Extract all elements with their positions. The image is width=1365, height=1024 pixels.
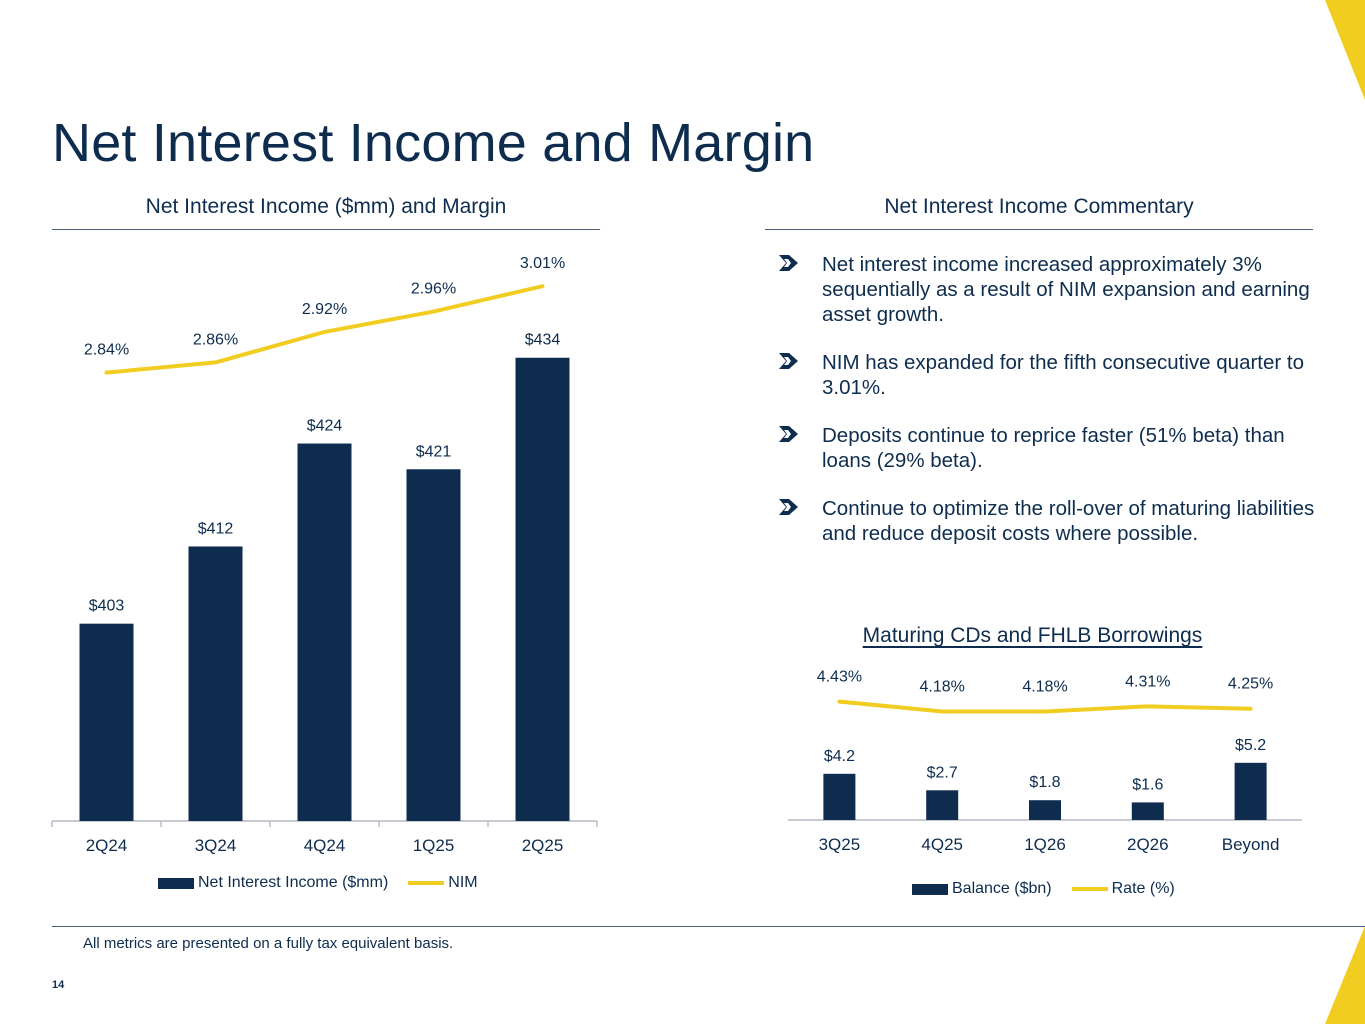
maturities-legend-bar-swatch: [912, 883, 948, 895]
nii-category-label: 1Q25: [413, 836, 455, 855]
nii-bar: [297, 443, 352, 821]
nii-rate-line: [104, 284, 545, 375]
nii-legend: Net Interest Income ($mm) NIM: [158, 874, 478, 892]
chevron-bullet-icon: [779, 499, 798, 515]
maturities-chart: $4.2 3Q25 $2.7 4Q25 $1.8 1Q26 $1.6 2Q26 $5.2 Beyo…: [788, 669, 1302, 854]
maturities-legend-bar-label: Balance ($bn): [952, 880, 1052, 897]
commentary-text: NIM has expanded for the fifth consecuti…: [822, 351, 1305, 399]
commentary-item: NIM has expanded for the fifth consecuti…: [778, 350, 1318, 400]
maturities-category-label: 2Q26: [1127, 835, 1169, 854]
maturities-rate-label: 4.43%: [817, 669, 862, 686]
maturities-bar-label: $5.2: [1235, 737, 1266, 754]
nii-chart-heading: Net Interest Income ($mm) and Margin: [145, 195, 507, 218]
footnote: All metrics are presented on a fully tax…: [83, 935, 454, 952]
nii-bar-label: $421: [416, 443, 452, 460]
nii-category-label: 2Q25: [522, 836, 564, 855]
nii-legend-bar-label: Net Interest Income ($mm): [198, 874, 389, 891]
maturities-legend-line-label: Rate (%): [1111, 880, 1175, 897]
nii-bar-label: $403: [89, 598, 125, 615]
nii-bar-label: $434: [525, 332, 561, 349]
nii-category-label: 2Q24: [86, 836, 128, 855]
maturities-bar: [1029, 800, 1061, 820]
maturities-legend: Balance ($bn) Rate (%): [912, 880, 1175, 898]
maturities-bar-label: $1.6: [1132, 776, 1163, 793]
bottom-right-accent: [1325, 926, 1365, 1024]
chevron-bullet-icon: [779, 255, 798, 271]
page-number: 14: [52, 979, 65, 991]
nii-heading-rule: [52, 229, 600, 230]
commentary-heading: Net Interest Income Commentary: [884, 195, 1194, 218]
commentary-item: Continue to optimize the roll-over of ma…: [778, 496, 1318, 546]
maturities-bar: [1234, 762, 1267, 820]
nii-bar-label: $424: [307, 418, 343, 435]
top-right-accent: [1325, 0, 1365, 100]
nii-rate-label: 3.01%: [520, 255, 565, 272]
maturities-rate-line: [837, 699, 1253, 714]
maturities-category-label: Beyond: [1222, 835, 1280, 854]
nii-legend-bar-swatch: [158, 877, 194, 889]
maturities-bar-label: $2.7: [927, 764, 958, 781]
commentary-list: Net interest income increased approximat…: [778, 252, 1318, 569]
nii-rate-label: 2.96%: [411, 281, 456, 298]
maturities-bar-label: $1.8: [1029, 774, 1060, 791]
nii-rate-label: 2.92%: [302, 301, 347, 318]
nii-legend-line-label: NIM: [448, 874, 478, 891]
nii-bar: [406, 469, 461, 821]
nii-bar: [79, 623, 134, 821]
commentary-text: Deposits continue to reprice faster (51%…: [822, 424, 1285, 472]
maturities-bar: [1131, 802, 1164, 820]
maturities-bar: [823, 773, 856, 820]
maturities-bar-label: $4.2: [824, 748, 855, 765]
nii-bar-label: $412: [198, 520, 234, 537]
nii-bar: [188, 546, 243, 821]
nii-category-label: 4Q24: [304, 836, 346, 855]
nii-rate-label: 2.84%: [84, 342, 129, 359]
maturities-category-label: 4Q25: [921, 835, 963, 854]
maturities-rate-label: 4.31%: [1125, 673, 1170, 690]
maturities-rate-label: 4.18%: [1022, 678, 1067, 695]
nii-rate-label: 2.86%: [193, 331, 238, 348]
commentary-item: Deposits continue to reprice faster (51%…: [778, 423, 1318, 473]
maturities-rate-label: 4.18%: [920, 678, 965, 695]
commentary-text: Net interest income increased approximat…: [822, 253, 1310, 326]
maturities-bar: [926, 790, 959, 820]
nii-chart: $403 2Q24 $412 3Q24 $424 4Q24 $421 1Q25 $434 2Q25…: [51, 255, 598, 855]
chevron-bullet-icon: [779, 353, 798, 369]
chevron-bullet-icon: [779, 426, 798, 442]
maturities-category-label: 1Q26: [1024, 835, 1066, 854]
nii-legend-line-swatch: [408, 881, 445, 885]
maturities-rate-label: 4.25%: [1228, 676, 1273, 693]
commentary-item: Net interest income increased approximat…: [778, 252, 1318, 327]
page-title: Net Interest Income and Margin: [52, 113, 815, 173]
footer-rule: [52, 926, 1365, 927]
commentary-heading-rule: [765, 229, 1313, 230]
maturities-category-label: 3Q25: [819, 835, 861, 854]
maturities-legend-line-swatch: [1071, 887, 1108, 891]
nii-bar: [515, 357, 570, 821]
maturities-chart-heading: Maturing CDs and FHLB Borrowings: [862, 624, 1203, 647]
commentary-text: Continue to optimize the roll-over of ma…: [822, 497, 1315, 545]
nii-category-label: 3Q24: [195, 836, 237, 855]
